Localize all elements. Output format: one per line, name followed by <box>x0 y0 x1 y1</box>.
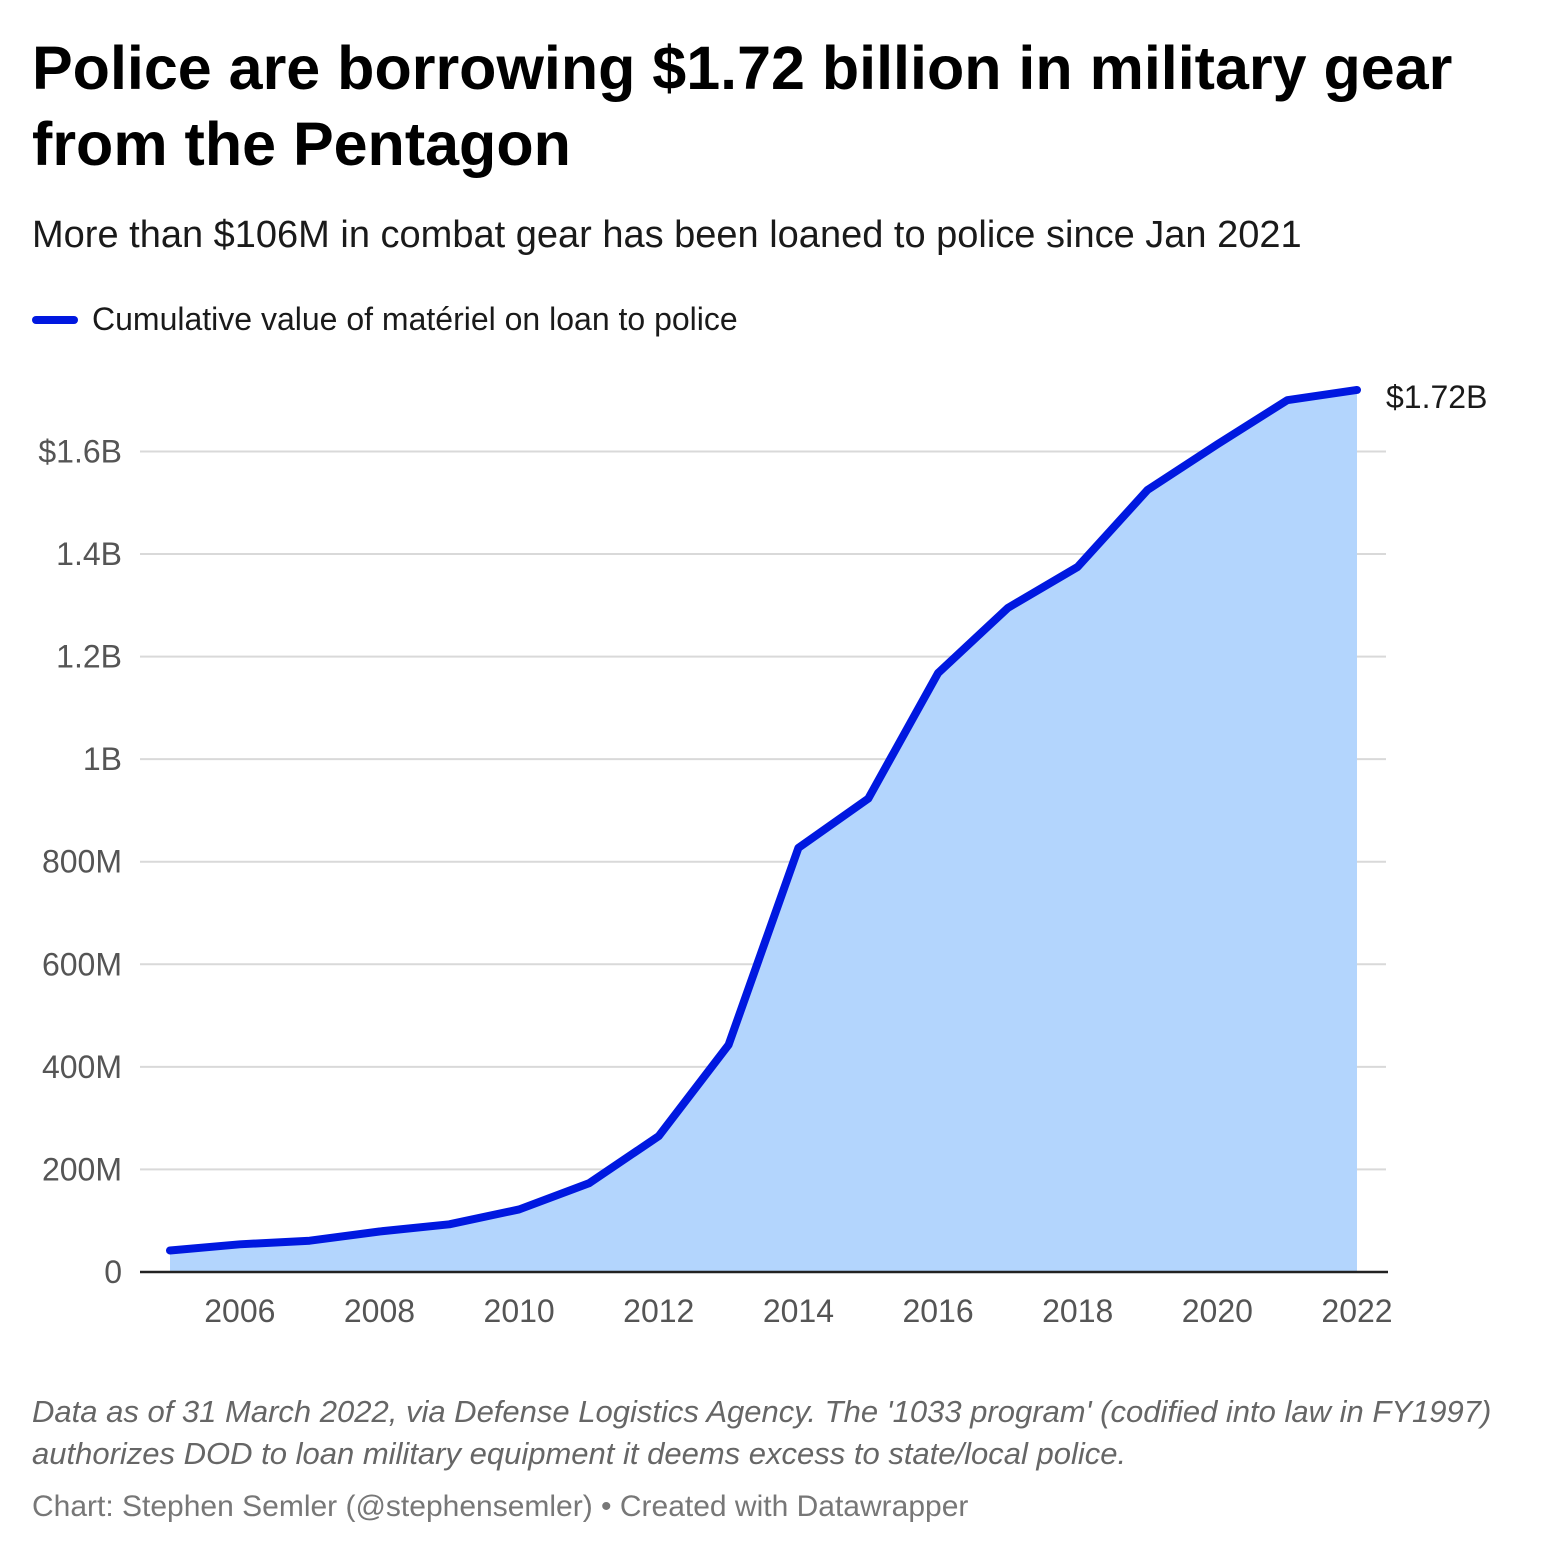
y-tick-label: 1B <box>83 741 122 777</box>
y-tick-label: 800M <box>42 844 122 880</box>
x-tick-label: 2020 <box>1182 1293 1253 1329</box>
x-tick-label: 2018 <box>1042 1293 1113 1329</box>
x-tick-label: 2014 <box>763 1293 834 1329</box>
x-tick-labels: 2006 2008 2010 2012 2014 2016 2018 2020 2022 <box>204 1293 1392 1329</box>
legend: Cumulative value of matériel on loan to … <box>32 301 738 338</box>
area-fill <box>170 389 1357 1272</box>
x-tick-label: 2022 <box>1321 1293 1392 1329</box>
chart-title: Police are borrowing $1.72 billion in mi… <box>32 34 1453 178</box>
y-tick-label: 1.2B <box>56 639 122 675</box>
x-tick-label: 2016 <box>902 1293 973 1329</box>
end-value-label: $1.72B <box>1386 379 1487 415</box>
chart-credit: Chart: Stephen Semler (@stephensemler) •… <box>32 1490 969 1523</box>
y-tick-label: 400M <box>42 1049 122 1085</box>
legend-swatch <box>32 315 78 324</box>
end-label-layer: $1.72B <box>1386 379 1487 415</box>
x-tick-label: 2010 <box>484 1293 555 1329</box>
x-tick-label: 2006 <box>204 1293 275 1329</box>
x-tick-label: 2008 <box>344 1293 415 1329</box>
area-layer <box>140 389 1388 1274</box>
chart-subtitle: More than $106M in combat gear has been … <box>32 214 1302 256</box>
y-tick-label: 200M <box>42 1151 122 1187</box>
y-tick-label: 600M <box>42 946 122 982</box>
chart-notes: Data as of 31 March 2022, via Defense Lo… <box>32 1394 1492 1471</box>
x-tick-label: 2012 <box>623 1293 694 1329</box>
legend-label: Cumulative value of matériel on loan to … <box>92 301 738 337</box>
y-tick-label: $1.6B <box>38 433 122 469</box>
line-layer <box>166 385 1361 1255</box>
y-tick-labels: 0 200M 400M 600M 800M 1B 1.2B 1.4B $1.6B <box>38 433 122 1290</box>
series-line <box>166 385 1361 1255</box>
y-tick-label: 0 <box>104 1254 122 1290</box>
y-tick-label: 1.4B <box>56 536 122 572</box>
